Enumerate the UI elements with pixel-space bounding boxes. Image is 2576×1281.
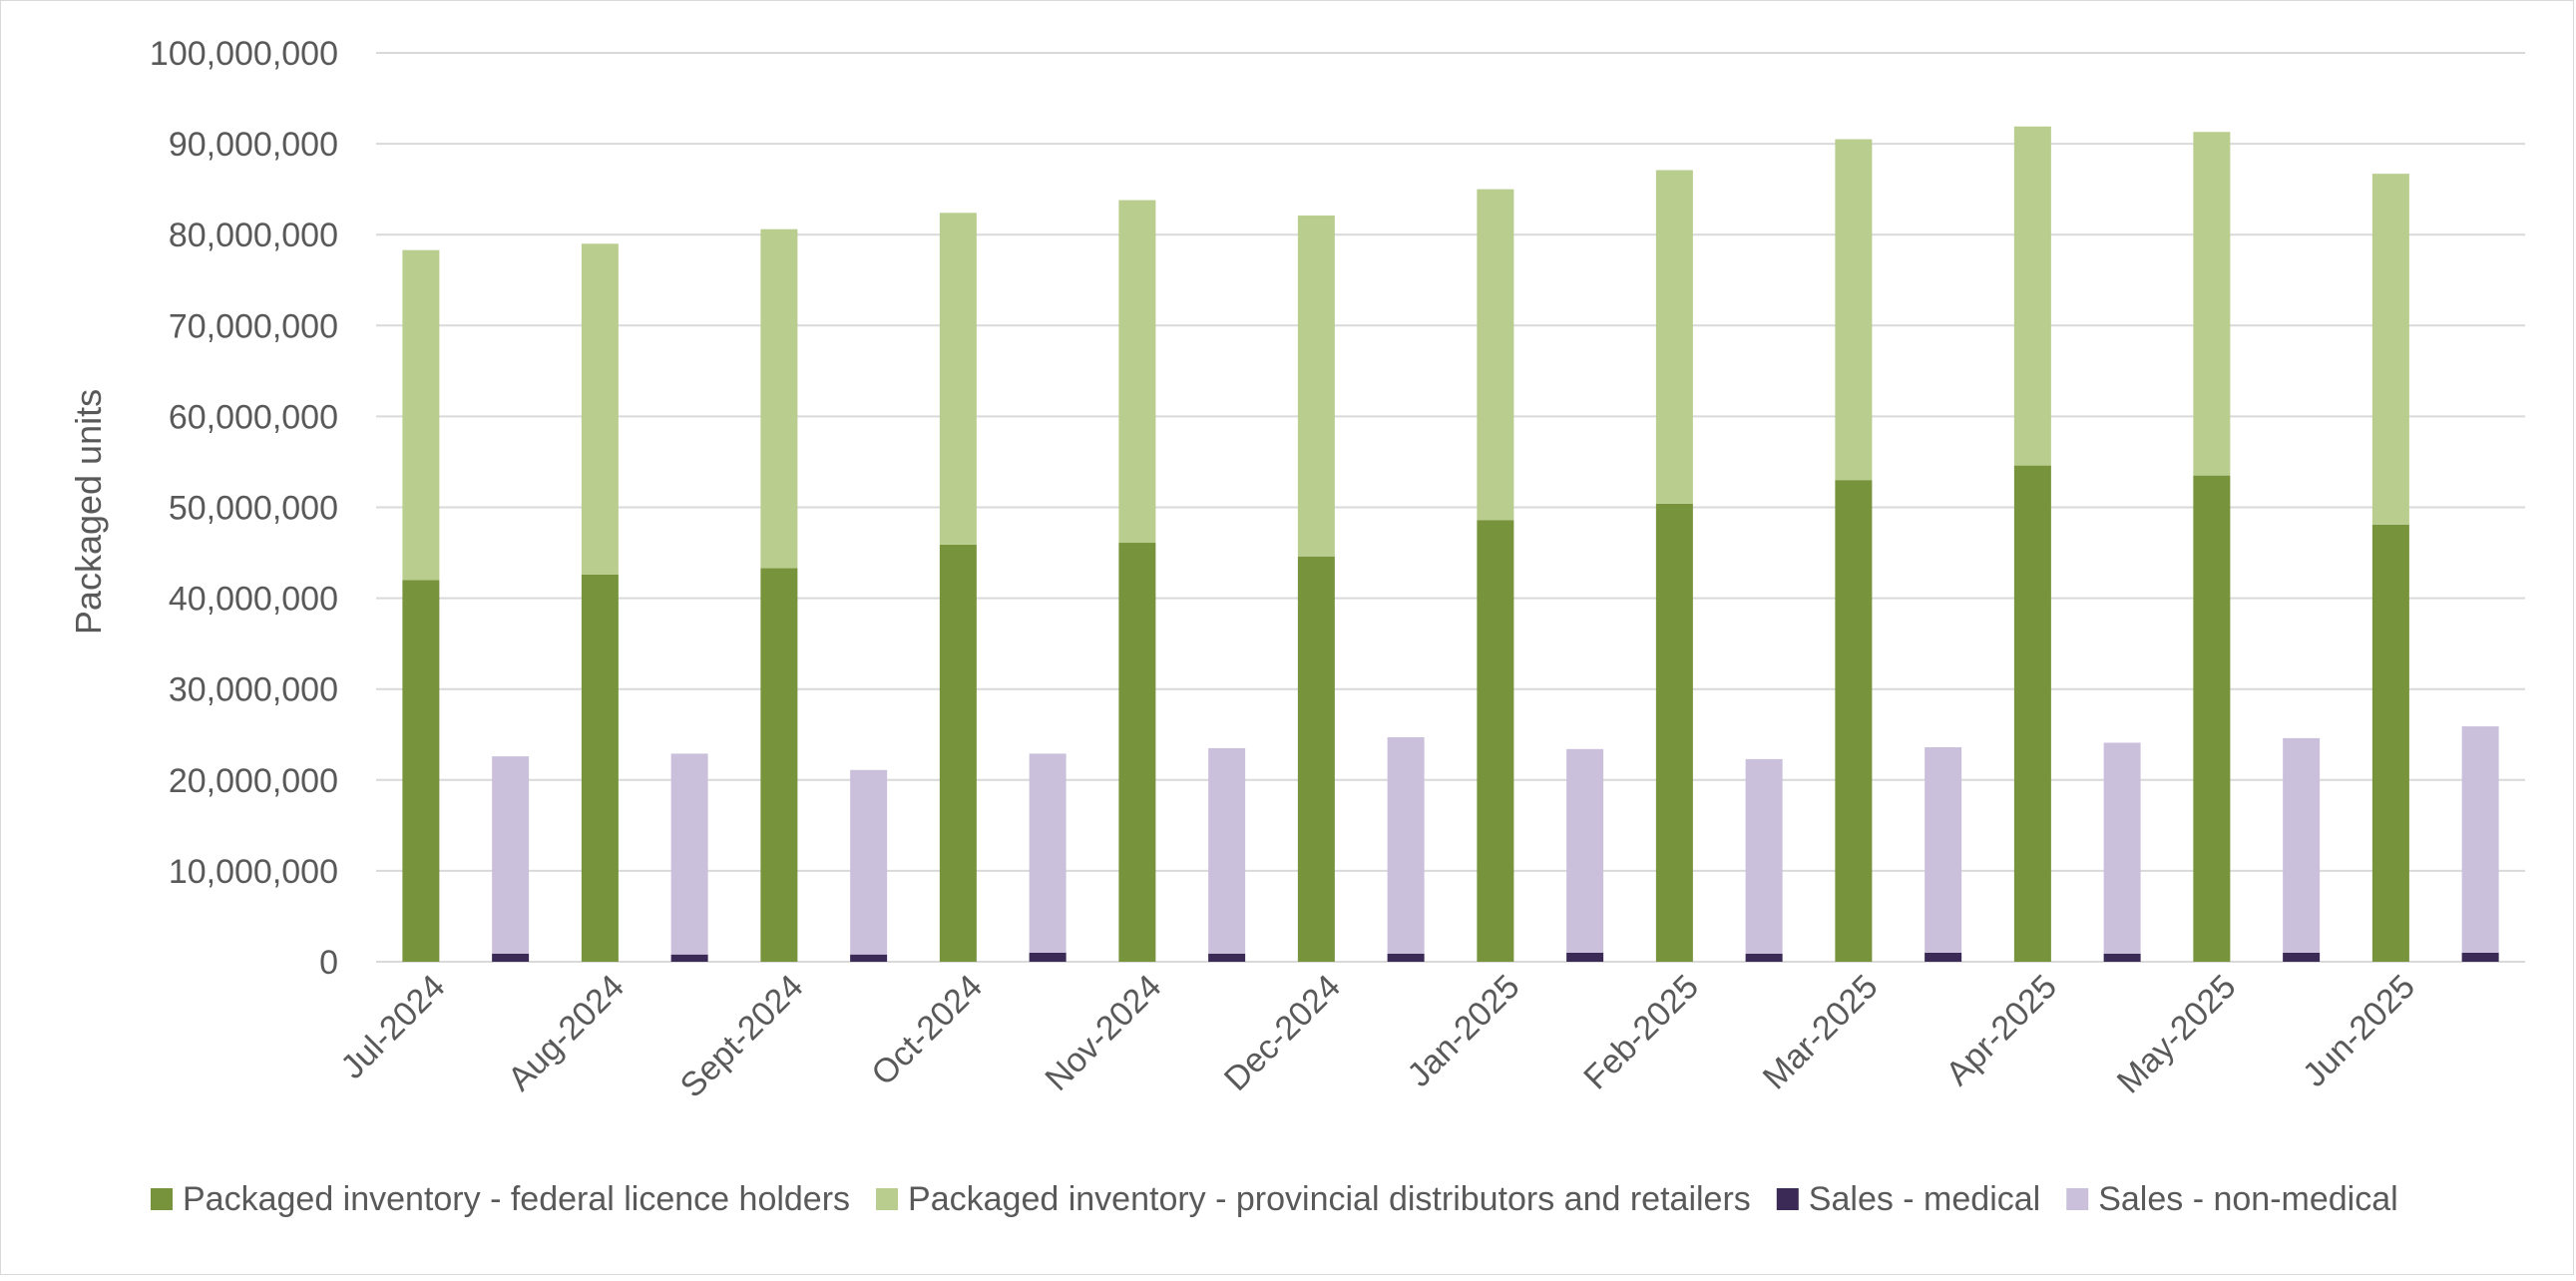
x-tick-label: Aug-2024 (501, 968, 632, 1098)
bar-sales-medical-0 (492, 953, 530, 962)
bar-packaged-inventory-provincial-distributors-and-retailers-0 (402, 249, 440, 581)
x-axis-tick-labels: Jul-2024 Aug-2024 Sept-2024 Oct-2024 Nov-202… (333, 968, 2422, 1105)
y-tick-label: 70,000,000 (169, 307, 338, 345)
bar-sales-non-medical-7 (1745, 758, 1783, 954)
bar-sales-non-medical-8 (1925, 747, 1962, 953)
legend: Packaged inventory - federal licence hol… (151, 1180, 2398, 1218)
y-axis-label: Packaged units (68, 389, 109, 635)
bar-sales-non-medical-3 (1029, 753, 1067, 953)
bar-sales-medical-9 (2103, 953, 2141, 962)
x-tick-label: Jul-2024 (333, 968, 452, 1086)
bar-sales-medical-1 (670, 954, 708, 962)
y-tick-label: 90,000,000 (169, 126, 338, 164)
bar-packaged-inventory-federal-licence-holders-10 (2193, 475, 2231, 962)
bar-sales-medical-7 (1745, 953, 1783, 962)
x-tick-label: Dec-2024 (1217, 968, 1348, 1098)
x-tick-label: Sept-2024 (673, 968, 811, 1105)
x-tick-label: Feb-2025 (1576, 968, 1706, 1097)
y-tick-label: 30,000,000 (169, 671, 338, 709)
bar-packaged-inventory-federal-licence-holders-8 (1835, 480, 1873, 962)
y-axis-tick-labels: 0 10,000,000 20,000,000 30,000,000 40,000,00… (150, 35, 338, 982)
bar-sales-non-medical-10 (2283, 737, 2321, 953)
bar-packaged-inventory-federal-licence-holders-2 (760, 568, 798, 962)
legend-swatch (151, 1188, 173, 1210)
bar-packaged-inventory-provincial-distributors-and-retailers-9 (2013, 126, 2051, 466)
y-tick-label: 80,000,000 (169, 216, 338, 254)
y-tick-label: 50,000,000 (169, 490, 338, 528)
legend-swatch (1776, 1188, 1799, 1210)
bar-packaged-inventory-provincial-distributors-and-retailers-3 (939, 213, 977, 545)
x-tick-label: Oct-2024 (864, 968, 990, 1093)
bar-sales-non-medical-4 (1208, 747, 1246, 954)
bar-packaged-inventory-provincial-distributors-and-retailers-7 (1655, 170, 1693, 504)
bar-sales-non-medical-11 (2461, 726, 2499, 953)
bar-packaged-inventory-federal-licence-holders-4 (1118, 543, 1156, 962)
bar-sales-medical-3 (1029, 952, 1067, 962)
bar-packaged-inventory-federal-licence-holders-1 (581, 574, 619, 962)
bar-packaged-inventory-provincial-distributors-and-retailers-5 (1297, 215, 1335, 557)
bar-sales-non-medical-6 (1566, 748, 1604, 953)
y-tick-label: 0 (319, 944, 338, 982)
bar-sales-medical-10 (2283, 952, 2321, 962)
legend-label: Sales - non-medical (2098, 1180, 2397, 1218)
bar-sales-non-medical-2 (850, 769, 888, 955)
bar-sales-medical-5 (1387, 953, 1425, 962)
bars (402, 126, 2499, 962)
bar-sales-non-medical-9 (2103, 742, 2141, 954)
y-tick-label: 10,000,000 (169, 853, 338, 891)
y-tick-label: 100,000,000 (150, 35, 338, 73)
bar-sales-medical-6 (1566, 952, 1604, 962)
bar-sales-non-medical-5 (1387, 736, 1425, 954)
y-tick-label: 40,000,000 (169, 581, 338, 619)
bar-packaged-inventory-provincial-distributors-and-retailers-6 (1477, 189, 1514, 521)
bar-packaged-inventory-provincial-distributors-and-retailers-11 (2371, 174, 2409, 525)
bar-packaged-inventory-provincial-distributors-and-retailers-4 (1118, 200, 1156, 544)
y-tick-label: 60,000,000 (169, 398, 338, 436)
bar-packaged-inventory-federal-licence-holders-5 (1297, 556, 1335, 962)
bar-packaged-inventory-federal-licence-holders-3 (939, 544, 977, 962)
x-tick-label: Jun-2025 (2296, 968, 2422, 1094)
x-tick-label: Jan-2025 (1400, 968, 1526, 1094)
bar-packaged-inventory-provincial-distributors-and-retailers-2 (760, 228, 798, 569)
bar-packaged-inventory-provincial-distributors-and-retailers-8 (1835, 139, 1873, 481)
bar-sales-non-medical-1 (670, 753, 708, 955)
bar-packaged-inventory-federal-licence-holders-9 (2013, 465, 2051, 962)
bar-sales-non-medical-0 (492, 756, 530, 954)
legend-swatch (2066, 1188, 2089, 1210)
bar-packaged-inventory-provincial-distributors-and-retailers-10 (2193, 132, 2231, 476)
gridlines (376, 52, 2525, 963)
bar-sales-medical-4 (1208, 953, 1246, 962)
bar-packaged-inventory-federal-licence-holders-11 (2371, 524, 2409, 962)
bar-packaged-inventory-federal-licence-holders-7 (1655, 503, 1693, 962)
y-tick-label: 20,000,000 (169, 762, 338, 800)
bar-sales-medical-11 (2461, 952, 2499, 962)
legend-swatch (876, 1188, 899, 1210)
x-tick-label: Nov-2024 (1038, 968, 1168, 1098)
legend-label: Packaged inventory - provincial distribu… (908, 1180, 1751, 1218)
bar-packaged-inventory-federal-licence-holders-6 (1477, 520, 1514, 962)
x-tick-label: Apr-2025 (1938, 968, 2064, 1093)
bar-sales-medical-8 (1925, 952, 1962, 962)
bar-sales-medical-2 (850, 954, 888, 962)
legend-label: Packaged inventory - federal licence hol… (183, 1180, 850, 1218)
bar-packaged-inventory-provincial-distributors-and-retailers-1 (581, 243, 619, 575)
bar-packaged-inventory-federal-licence-holders-0 (402, 580, 440, 962)
x-tick-label: May-2025 (2110, 968, 2244, 1101)
x-tick-label: Mar-2025 (1756, 968, 1886, 1097)
legend-label: Sales - medical (1809, 1180, 2040, 1218)
